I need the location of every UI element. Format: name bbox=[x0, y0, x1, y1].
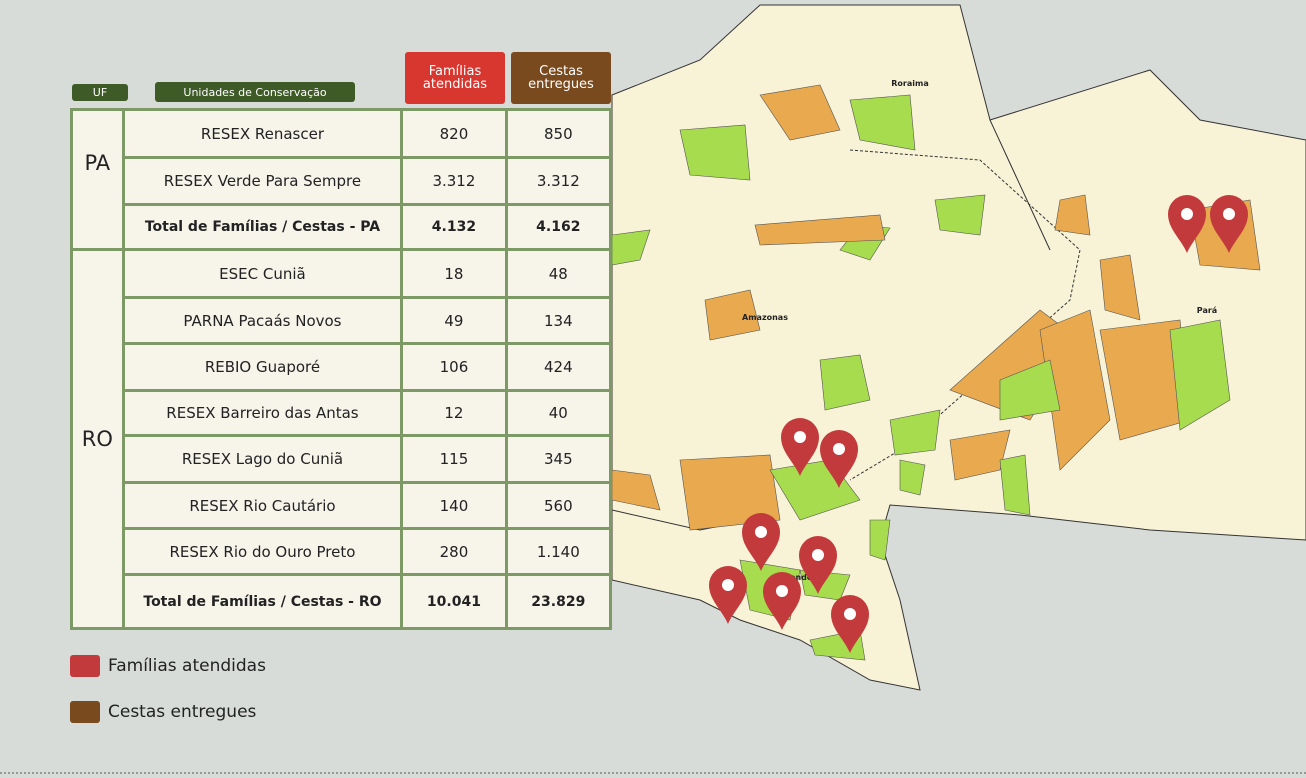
baskets-cell: 345 bbox=[504, 434, 613, 484]
land bbox=[611, 4, 1306, 691]
families-cell: 10.041 bbox=[400, 573, 508, 630]
table-row: REBIO Guaporé 106 424 bbox=[72, 342, 613, 392]
unit-name: RESEX Renascer bbox=[121, 108, 404, 159]
header-families: Famílias atendidas bbox=[405, 52, 505, 104]
unit-name: REBIO Guaporé bbox=[121, 342, 404, 392]
data-table: PA RESEX Renascer 820 850 RESEX Verde Para S… bbox=[70, 108, 613, 630]
baskets-cell: 48 bbox=[504, 248, 613, 299]
families-cell: 280 bbox=[400, 527, 508, 576]
baskets-cell: 424 bbox=[504, 342, 613, 392]
families-cell: 106 bbox=[400, 342, 508, 392]
table-row: PARNA Pacaás Novos 49 134 bbox=[72, 296, 613, 345]
legend-label: Cestas entregues bbox=[108, 702, 257, 722]
families-cell: 820 bbox=[400, 108, 508, 159]
families-cell: 115 bbox=[400, 434, 508, 484]
header-uf: UF bbox=[72, 84, 128, 101]
map-label: Pará bbox=[1197, 306, 1217, 315]
families-cell: 4.132 bbox=[400, 203, 508, 251]
unit-name: RESEX Barreiro das Antas bbox=[121, 389, 404, 437]
baskets-cell: 3.312 bbox=[504, 156, 613, 206]
unit-name: Total de Famílias / Cestas - RO bbox=[121, 573, 404, 630]
unit-name: RESEX Rio Cautário bbox=[121, 481, 404, 530]
legend-item: Famílias atendidas bbox=[70, 655, 266, 677]
table-row: RESEX Rio Cautário 140 560 bbox=[72, 481, 613, 530]
baskets-cell: 23.829 bbox=[504, 573, 613, 630]
uf-cell: PA bbox=[70, 108, 125, 251]
table-row: RO ESEC Cuniã 18 48 bbox=[70, 248, 613, 630]
table-row: RESEX Rio do Ouro Preto 280 1.140 bbox=[72, 527, 613, 576]
table-row: RESEX Verde Para Sempre 3.312 3.312 bbox=[72, 156, 613, 206]
unit-name: PARNA Pacaás Novos bbox=[121, 296, 404, 345]
map-label: Rondônia bbox=[784, 572, 826, 582]
families-cell: 12 bbox=[400, 389, 508, 437]
legend-item: Cestas entregues bbox=[70, 701, 256, 723]
conservation-areas bbox=[611, 84, 1261, 661]
table-row: RESEX Lago do Cuniã 115 345 bbox=[72, 434, 613, 484]
header-unit: Unidades de Conservação bbox=[155, 82, 355, 102]
unit-name: RESEX Lago do Cuniã bbox=[121, 434, 404, 484]
unit-name: Total de Famílias / Cestas - PA bbox=[121, 203, 404, 251]
baskets-cell: 560 bbox=[504, 481, 613, 530]
baskets-cell: 1.140 bbox=[504, 527, 613, 576]
families-cell: 18 bbox=[400, 248, 508, 299]
map-label: Roraima bbox=[891, 79, 928, 88]
baskets-cell: 850 bbox=[504, 108, 613, 159]
unit-name: RESEX Verde Para Sempre bbox=[121, 156, 404, 206]
table-row: RESEX Barreiro das Antas 12 40 bbox=[72, 389, 613, 437]
unit-name: ESEC Cuniã bbox=[121, 248, 404, 299]
baskets-cell: 134 bbox=[504, 296, 613, 345]
table-row: Total de Famílias / Cestas - RO 10.041 23.… bbox=[72, 573, 613, 630]
unit-name: RESEX Rio do Ouro Preto bbox=[121, 527, 404, 576]
families-cell: 140 bbox=[400, 481, 508, 530]
table-row: PA RESEX Renascer 820 850 bbox=[70, 108, 613, 251]
legend-label: Famílias atendidas bbox=[108, 656, 266, 676]
header-baskets: Cestas entregues bbox=[511, 52, 611, 104]
families-cell: 49 bbox=[400, 296, 508, 345]
uf-cell: RO bbox=[70, 248, 125, 630]
baskets-cell: 4.162 bbox=[504, 203, 613, 251]
baskets-cell: 40 bbox=[504, 389, 613, 437]
map-label: Amazonas bbox=[742, 313, 788, 322]
table-row: Total de Famílias / Cestas - PA 4.132 4.16… bbox=[72, 203, 613, 251]
families-cell: 3.312 bbox=[400, 156, 508, 206]
